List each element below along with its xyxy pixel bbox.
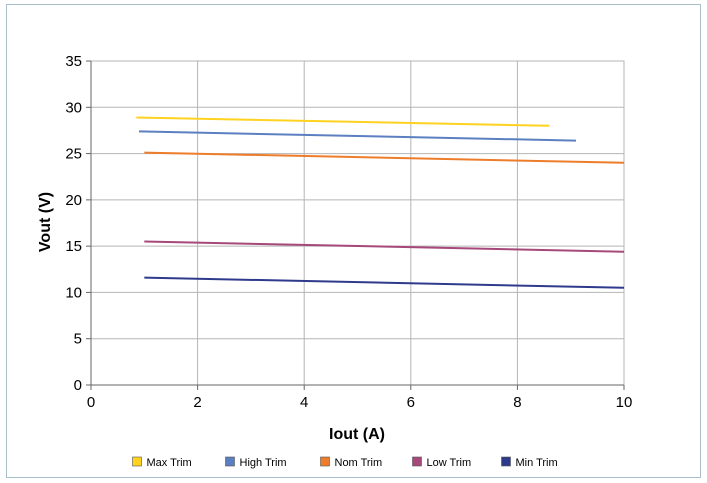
x-tick-label: 4 [300,394,308,411]
legend-swatch [320,456,330,467]
legend-item: Nom Trim [320,456,383,469]
y-axis-title: Vout (V) [37,192,54,252]
x-tick-label: 6 [407,394,415,411]
legend-item: Low Trim [412,456,472,469]
legend-swatch [132,456,142,467]
legend-swatch [501,456,511,467]
series-line-low-trim [144,240,625,253]
y-tick-label: 10 [65,284,82,301]
y-tick-label: 5 [74,331,82,348]
series-line-nom-trim [144,151,625,164]
series-layer [136,116,625,289]
legend: Max Trim High Trim Nom Trim Low Trim Min Tri… [132,456,558,469]
y-tick-label: 30 [65,99,82,116]
x-tick-label: 10 [616,394,633,411]
plot-border [90,60,625,386]
legend-swatch [225,456,235,467]
legend-label: Min Trim [516,457,558,469]
x-axis-title: Iout (A) [329,426,385,443]
y-tick-label: 25 [65,146,82,163]
series-line-max-trim [136,116,550,127]
legend-item: Max Trim [132,456,192,469]
y-tick-label: 35 [65,53,82,70]
legend-swatch [412,456,422,467]
chart-frame [6,4,701,478]
legend-label: High Trim [240,457,287,469]
x-tick-label: 2 [193,394,201,411]
legend-item: High Trim [225,456,287,469]
x-tick-label: 0 [87,394,95,411]
grid [90,60,625,386]
legend-item: Min Trim [501,456,558,469]
legend-label: Low Trim [427,457,472,469]
plot-area [90,60,625,386]
y-tick-label: 15 [65,238,82,255]
x-tick-label: 8 [513,394,521,411]
legend-label: Nom Trim [335,457,383,469]
tick-labels: 0 5 10 15 20 25 30 35 0 2 4 6 8 10 [65,53,632,411]
series-line-high-trim [138,130,577,142]
y-tick-label: 20 [65,192,82,209]
series-line-min-trim [144,276,625,289]
legend-label: Max Trim [147,457,192,469]
y-tick-label: 0 [74,377,82,394]
